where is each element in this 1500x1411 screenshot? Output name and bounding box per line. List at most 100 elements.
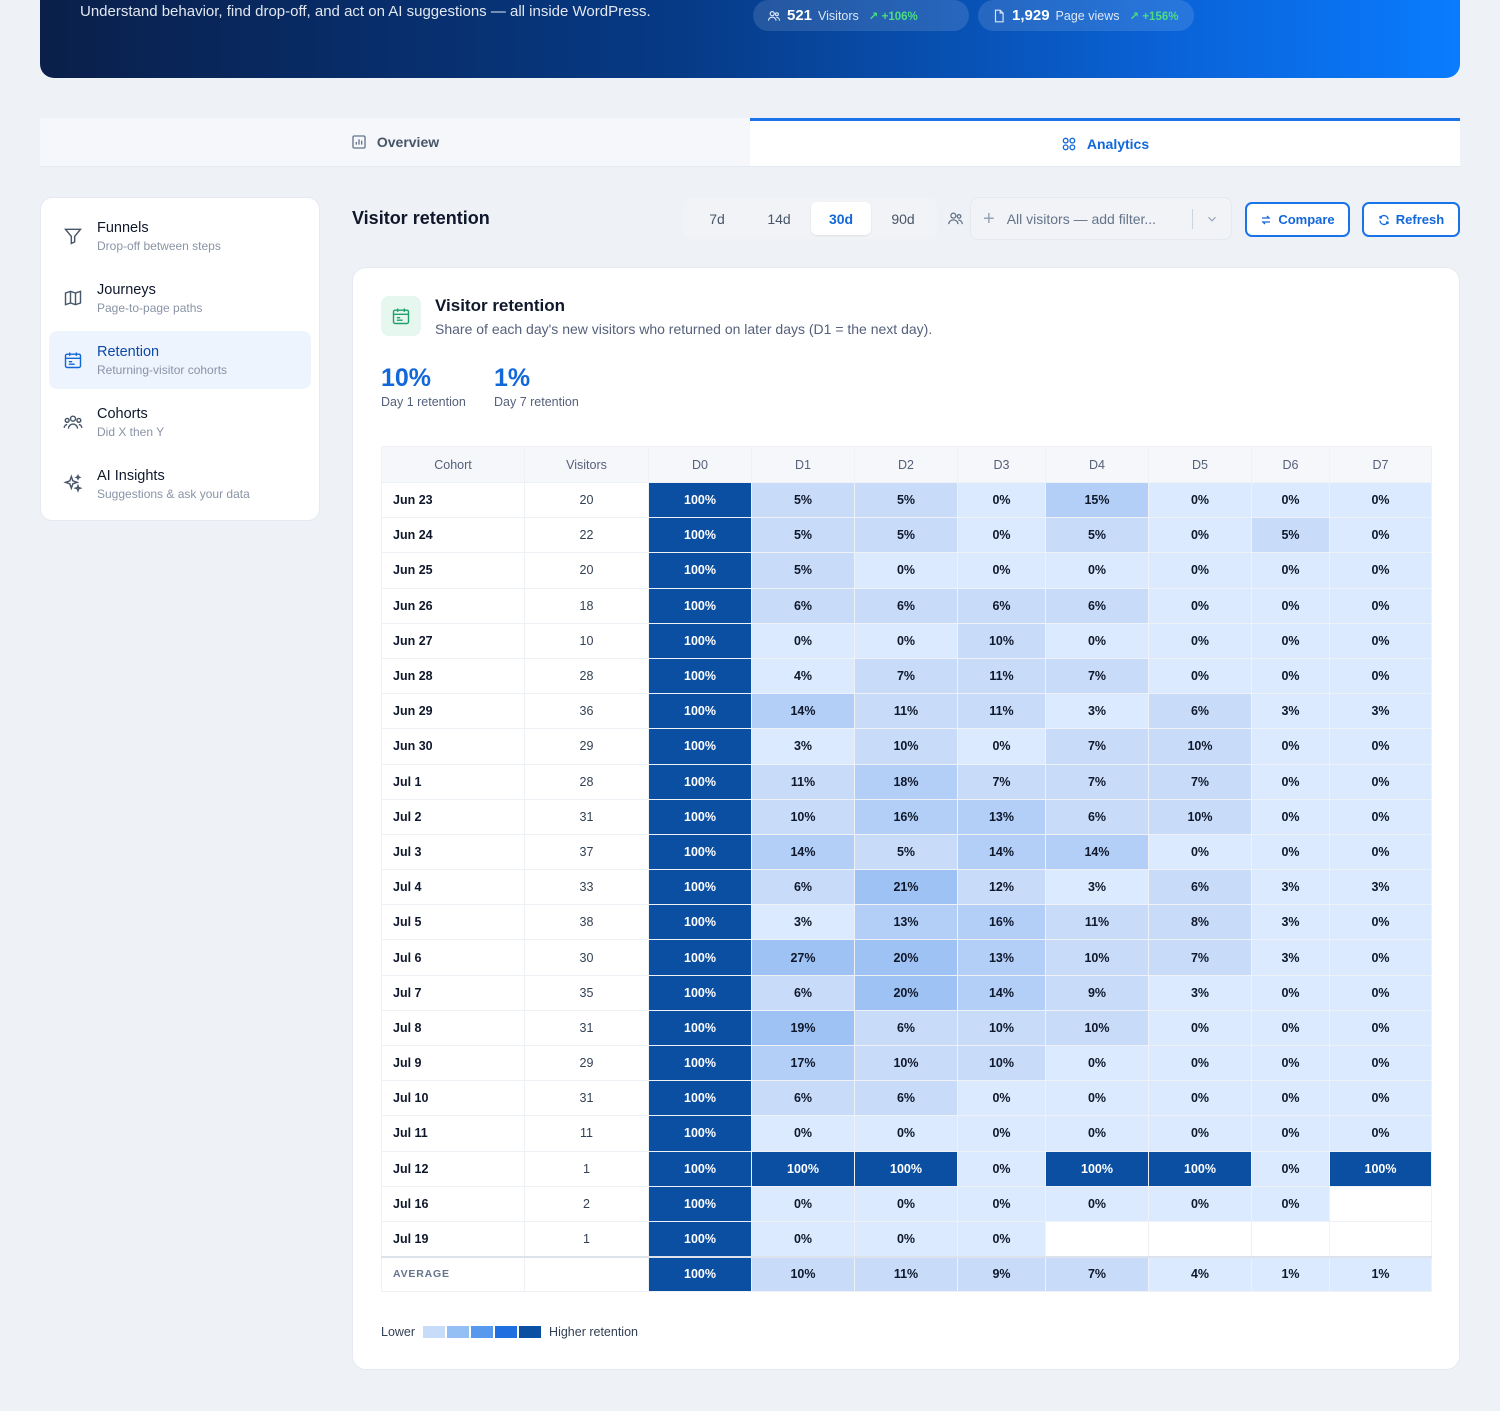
retention-cell: 100% <box>648 798 752 835</box>
tab-overview[interactable]: Overview <box>40 118 750 166</box>
retention-cell: 0% <box>1329 622 1432 659</box>
retention-cell: 0% <box>1329 1009 1432 1047</box>
cohort-cell: Jul 10 <box>381 1080 525 1117</box>
retention-cell: 0% <box>957 1220 1046 1258</box>
card-title: Visitor retention <box>435 296 566 315</box>
retention-cell: 0% <box>1251 728 1330 765</box>
visitors-cell: 35 <box>524 974 649 1011</box>
sidebar-item-ai-insights[interactable]: AI Insights Suggestions & ask your data <box>49 455 311 513</box>
retention-cell: 6% <box>1148 869 1252 906</box>
users-icon <box>767 10 781 21</box>
visitor-filter-select[interactable]: + All visitors — add filter... <box>970 197 1232 240</box>
retention-cell: 0% <box>1251 763 1330 800</box>
retention-cell: 5% <box>1251 517 1330 554</box>
main-tabs: Overview Analytics <box>40 118 1460 167</box>
table-row: Jun 27 10 100% 0% 0% 10% 0% 0% 0% 0% <box>381 622 1432 659</box>
retention-cell: 11% <box>1045 904 1149 941</box>
retention-cell: 3% <box>1251 904 1330 941</box>
sidebar-item-cohorts[interactable]: Cohorts Did X then Y <box>49 393 311 451</box>
table-header-row: Cohort Visitors D0 D1 D2 D3 D4 D5 D6 D7 <box>381 446 1432 483</box>
retention-cell: 7% <box>854 657 958 695</box>
cohort-cell: Jul 6 <box>381 939 525 976</box>
users-icon <box>63 415 83 429</box>
retention-cell: 100% <box>648 763 752 800</box>
map-icon <box>64 290 82 306</box>
hero-banner: Understand behavior, find drop-off, and … <box>40 0 1460 78</box>
range-90d-button[interactable]: 90d <box>891 210 915 227</box>
retention-cell: 20% <box>854 939 958 976</box>
retention-cell: 100% <box>648 904 752 941</box>
retention-cell: 100% <box>1329 1150 1432 1187</box>
tab-overview-label: Overview <box>376 134 440 150</box>
retention-cell: 0% <box>1148 552 1252 589</box>
retention-cell: 9% <box>1045 974 1149 1011</box>
retention-cell: 0% <box>1251 552 1330 589</box>
average-row: AVERAGE 100% 10% 11% 9% 7% 4% 1% 1% <box>381 1255 1432 1293</box>
retention-cell: 0% <box>751 1220 855 1258</box>
retention-cell: 4% <box>751 657 855 695</box>
legend-swatch <box>495 1326 518 1338</box>
retention-cell: 100% <box>648 1150 752 1187</box>
visitors-cell: 31 <box>524 1080 649 1117</box>
heatmap-legend: Lower Higher retention <box>381 1325 638 1339</box>
legend-swatch <box>423 1326 446 1338</box>
range-30d-button[interactable]: 30d <box>811 202 871 235</box>
sidebar-item-funnels[interactable]: Funnels Drop-off between steps <box>49 207 311 265</box>
retention-cell: 4% <box>1148 1255 1252 1293</box>
sidebar-item-journeys[interactable]: Journeys Page-to-page paths <box>49 269 311 327</box>
retention-cell: 0% <box>751 1115 855 1152</box>
retention-cell: 0% <box>1251 1044 1330 1082</box>
sidebar-item-desc: Drop-off between steps <box>97 238 221 253</box>
visitors-cell: 38 <box>524 904 649 941</box>
kpi-day7-label: Day 7 retention <box>494 395 579 409</box>
retention-cell: 17% <box>751 1044 855 1082</box>
retention-cell: 0% <box>957 1185 1046 1222</box>
retention-cell: 0% <box>1329 904 1432 941</box>
range-7d-button[interactable]: 7d <box>709 210 725 227</box>
visitors-cell: 11 <box>524 1115 649 1152</box>
retention-cell <box>1045 1220 1149 1258</box>
retention-cell: 0% <box>1329 939 1432 976</box>
retention-cell: 10% <box>751 798 855 835</box>
retention-cell: 0% <box>957 1150 1046 1187</box>
grid-icon <box>1062 137 1076 150</box>
visitors-cell: 33 <box>524 869 649 906</box>
range-14d-button[interactable]: 14d <box>767 210 791 227</box>
retention-cell: 100% <box>648 1044 752 1082</box>
retention-cell: 0% <box>1251 481 1330 519</box>
retention-cell: 6% <box>751 1080 855 1117</box>
retention-cell: 0% <box>1251 798 1330 835</box>
cohort-cell: Jul 11 <box>381 1115 525 1152</box>
retention-cell: 3% <box>751 904 855 941</box>
retention-cell <box>1329 1220 1432 1258</box>
compare-button[interactable]: Compare <box>1245 202 1350 237</box>
retention-cell: 10% <box>854 1044 958 1082</box>
retention-cell: 0% <box>854 622 958 659</box>
visitors-cell: 28 <box>524 763 649 800</box>
retention-cell: 3% <box>1329 693 1432 730</box>
retention-cell: 11% <box>751 763 855 800</box>
sidebar-item-title: Retention <box>97 343 160 360</box>
retention-cell: 100% <box>648 517 752 554</box>
visitors-cell: 1 <box>524 1220 649 1258</box>
retention-cell: 13% <box>854 904 958 941</box>
visitors-cell: 20 <box>524 552 649 589</box>
tab-analytics[interactable]: Analytics <box>750 118 1460 166</box>
retention-cell: 6% <box>854 1009 958 1047</box>
refresh-button[interactable]: Refresh <box>1362 202 1460 237</box>
retention-cell: 0% <box>1148 481 1252 519</box>
retention-cell: 100% <box>648 869 752 906</box>
cohort-cell: Jun 23 <box>381 481 525 519</box>
column-header: D2 <box>854 446 958 483</box>
retention-cell: 0% <box>1251 1115 1330 1152</box>
retention-cell: 100% <box>648 1185 752 1222</box>
legend-swatch <box>471 1326 494 1338</box>
retention-cell: 0% <box>1045 1115 1149 1152</box>
retention-cell: 100% <box>751 1150 855 1187</box>
visitors-cell: 29 <box>524 1044 649 1082</box>
retention-cell: 20% <box>854 974 958 1011</box>
sidebar-item-retention[interactable]: Retention Returning-visitor cohorts <box>49 331 311 389</box>
retention-cell: 5% <box>751 517 855 554</box>
legend-high-label: Higher retention <box>549 1325 638 1339</box>
cohort-cell: Jul 5 <box>381 904 525 941</box>
